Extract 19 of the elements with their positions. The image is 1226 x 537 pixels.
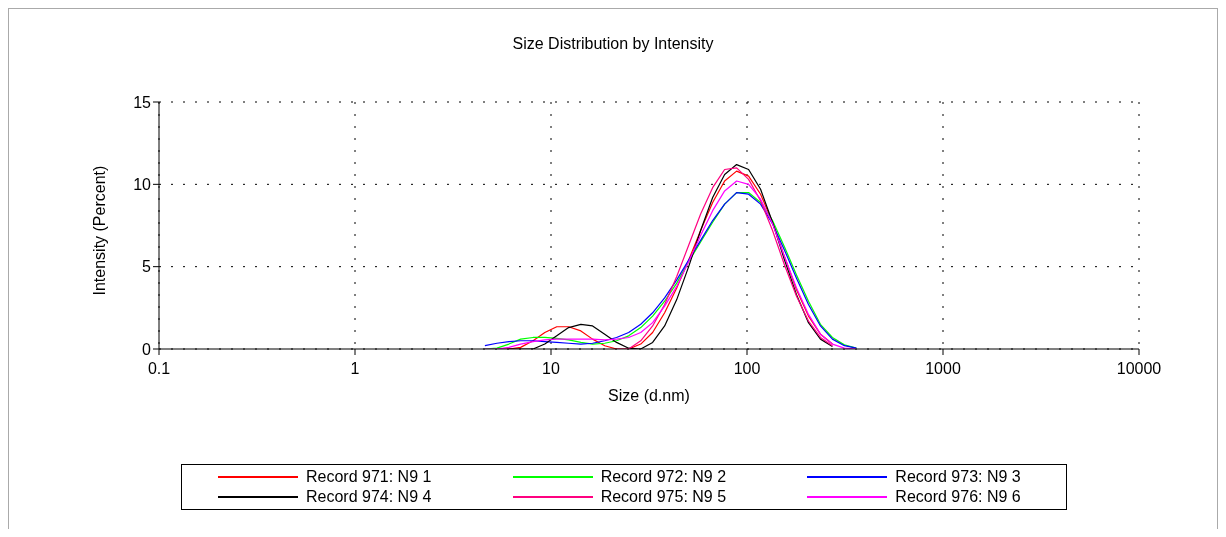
y-tick-label: 0	[142, 340, 152, 358]
chart-title: Size Distribution by Intensity	[511, 35, 715, 53]
legend-label: Record 974: N9 4	[306, 488, 432, 506]
x-tick-label: 10	[542, 360, 560, 378]
x-tick-label: 0.1	[147, 360, 171, 378]
x-tick-label: 10000	[1116, 360, 1162, 378]
x-axis-title: Size (d.nm)	[608, 387, 690, 404]
legend-label: Record 973: N9 3	[895, 468, 1021, 486]
x-tick-label: 1	[350, 360, 360, 378]
legend-label: Record 976: N9 6	[895, 488, 1021, 506]
y-axis-title: Intensity (Percent)	[90, 165, 108, 296]
y-tick-label: 15	[133, 93, 152, 111]
legend-label: Record 975: N9 5	[600, 488, 727, 506]
x-tick-label: 100	[733, 360, 761, 378]
x-tick-label: 1000	[925, 360, 961, 378]
legend-label: Record 971: N9 1	[306, 468, 432, 486]
legend-label: Record 972: N9 2	[600, 468, 727, 486]
y-tick-label: 10	[133, 176, 152, 194]
y-tick-label: 5	[142, 258, 152, 276]
